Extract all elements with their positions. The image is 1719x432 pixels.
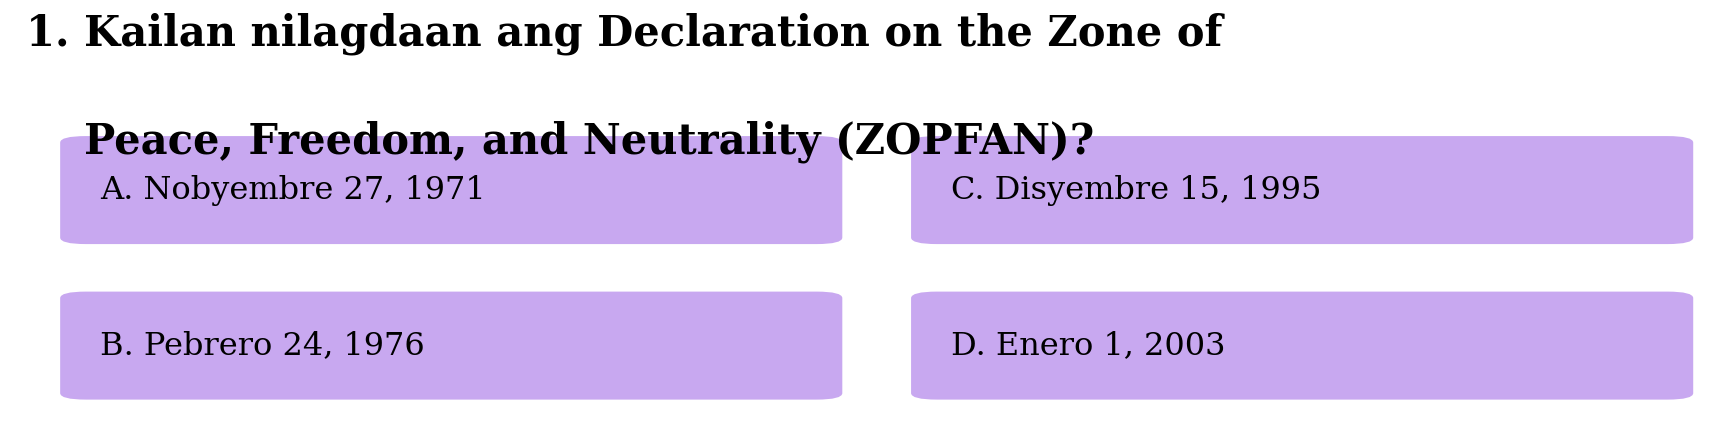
Text: C. Disyembre 15, 1995: C. Disyembre 15, 1995 xyxy=(951,175,1322,206)
FancyBboxPatch shape xyxy=(60,136,842,244)
Text: A. Nobyembre 27, 1971: A. Nobyembre 27, 1971 xyxy=(100,175,485,206)
Text: B. Pebrero 24, 1976: B. Pebrero 24, 1976 xyxy=(100,330,425,361)
FancyBboxPatch shape xyxy=(911,292,1693,400)
FancyBboxPatch shape xyxy=(911,136,1693,244)
Text: 1. Kailan nilagdaan ang Declaration on the Zone of: 1. Kailan nilagdaan ang Declaration on t… xyxy=(26,13,1222,55)
Text: Peace, Freedom, and Neutrality (ZOPFAN)?: Peace, Freedom, and Neutrality (ZOPFAN)? xyxy=(26,121,1093,163)
FancyBboxPatch shape xyxy=(60,292,842,400)
Text: D. Enero 1, 2003: D. Enero 1, 2003 xyxy=(951,330,1226,361)
